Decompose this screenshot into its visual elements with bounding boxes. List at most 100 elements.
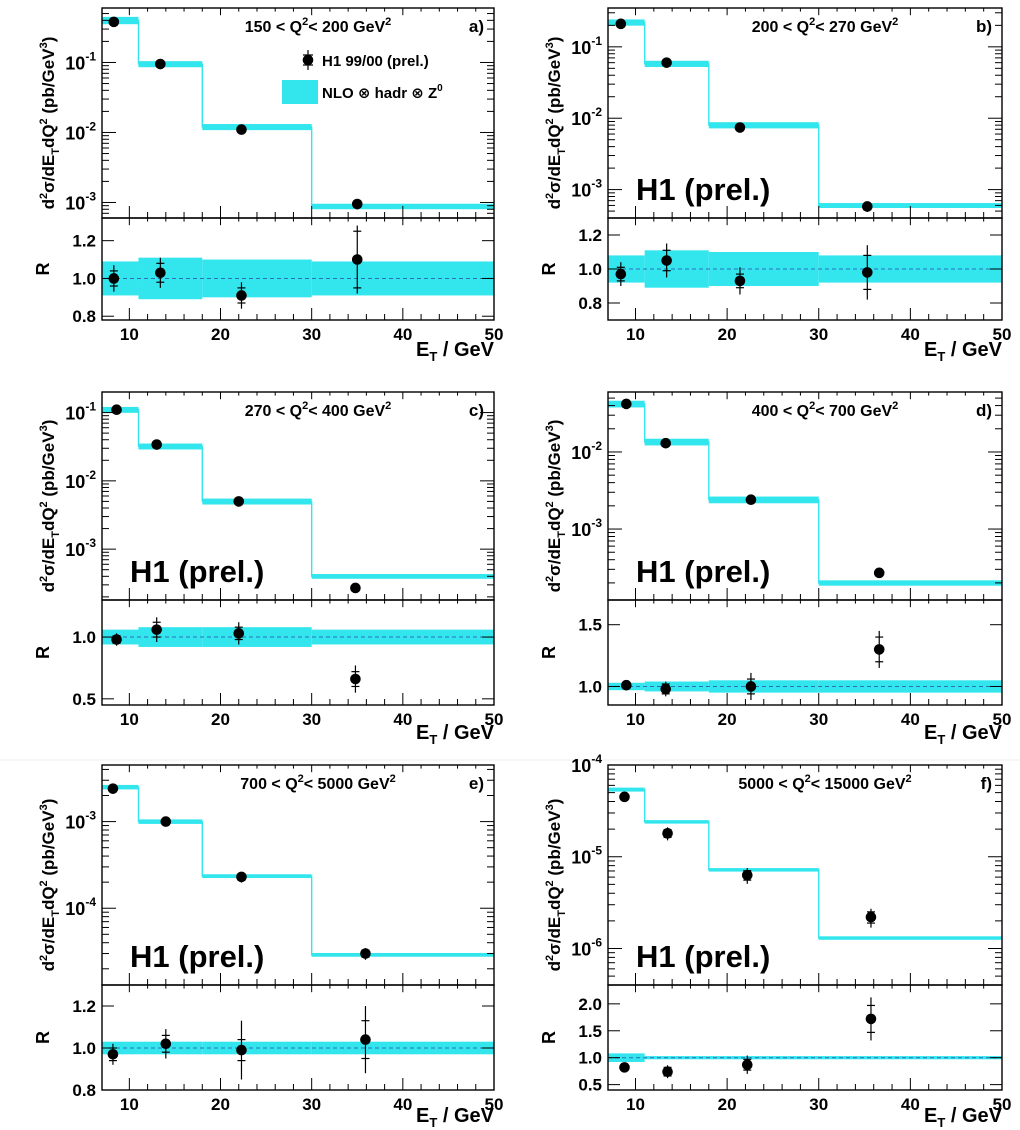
ratio-frame <box>101 217 495 321</box>
y-tick-exponent: -1 <box>85 49 96 63</box>
ratio-point <box>661 255 672 266</box>
y-tick-exponent: -3 <box>85 809 96 823</box>
ratio-point <box>155 267 166 279</box>
data-point <box>745 494 757 506</box>
ratio-frame <box>607 984 1003 1091</box>
ratio-y-tick-label: 1.5 <box>578 1022 602 1041</box>
data-point <box>236 124 247 135</box>
x-tick-label: 10 <box>626 710 645 729</box>
ratio-band <box>644 250 709 288</box>
h1-watermark: H1 (prel.) <box>636 172 770 207</box>
y-tick-label: 10-4 <box>571 752 602 776</box>
y-tick-exponent: -3 <box>85 189 96 203</box>
ratio-point <box>621 679 632 691</box>
data-point <box>155 58 166 70</box>
x-tick-label: 50 <box>993 710 1012 729</box>
ratio-y-axis-label: R <box>539 1031 559 1044</box>
x-tick-label: 20 <box>718 325 737 344</box>
ratio-point <box>360 1034 371 1045</box>
y-tick-base: 10 <box>65 540 85 560</box>
x-tick-label: 40 <box>901 325 920 344</box>
ratio-band <box>138 627 203 647</box>
x-tick-label: 10 <box>120 1095 139 1114</box>
ratio-y-tick-label: 0.5 <box>72 690 96 709</box>
data-point <box>107 783 119 794</box>
data-point <box>734 122 746 133</box>
panel-letter: f) <box>981 774 992 793</box>
x-axis-label: ET / GeV <box>416 1105 495 1130</box>
y-tick-label: 10-2 <box>571 105 602 129</box>
ratio-y-tick-label: 1.2 <box>578 226 602 245</box>
y-tick-label: 10-1 <box>65 400 96 424</box>
y-tick-base: 10 <box>571 520 591 540</box>
data-point <box>660 437 672 449</box>
data-point <box>233 496 245 507</box>
h1-watermark: H1 (prel.) <box>636 554 770 589</box>
x-tick-label: 40 <box>393 710 412 729</box>
theory-layer <box>102 16 494 210</box>
x-tick-label: 30 <box>302 710 321 729</box>
x-tick-label: 30 <box>302 325 321 344</box>
theory-histogram <box>102 409 494 578</box>
panel-title: 400 < Q2< 700 GeV2 <box>752 400 899 420</box>
panel-letter: c) <box>469 401 484 420</box>
ratio-point <box>233 628 245 639</box>
y-tick-base: 10 <box>571 443 591 463</box>
y-tick-label: 10-2 <box>571 439 602 463</box>
x-tick-label: 40 <box>901 1095 920 1114</box>
ratio-y-tick-label: 1.0 <box>72 628 96 647</box>
y-tick-label: 10-3 <box>65 809 96 833</box>
y-axis-label: d2σ/dETdQ2 (pb/GeV3) <box>38 799 62 972</box>
ratio-y-tick-label: 0.5 <box>578 1076 602 1095</box>
ratio-y-tick-label: 0.8 <box>72 1081 96 1100</box>
data-point <box>615 18 627 30</box>
ratio-point <box>873 644 885 655</box>
panel-title: 200 < Q2< 270 GeV2 <box>752 16 899 36</box>
ratio-y-axis-label: R <box>33 1031 53 1044</box>
ratio-y-tick-label: 0.8 <box>578 294 602 313</box>
y-tick-label: 10-1 <box>571 34 602 58</box>
data-point <box>236 871 247 883</box>
y-tick-exponent: -2 <box>85 468 96 482</box>
y-axis-label: d2σ/dETdQ2 (pb/GeV3) <box>38 420 62 593</box>
x-tick-label: 20 <box>718 1095 737 1114</box>
ratio-point <box>351 254 363 265</box>
x-tick-label: 50 <box>485 710 504 729</box>
ratio-point <box>660 683 672 695</box>
x-tick-label: 30 <box>809 325 828 344</box>
y-tick-label: 10-1 <box>65 49 96 73</box>
data-point <box>351 198 363 210</box>
theory-histogram <box>102 786 494 956</box>
y-tick-base: 10 <box>65 53 85 73</box>
x-tick-label: 20 <box>211 325 230 344</box>
y-tick-label: 10-2 <box>65 119 96 143</box>
y-tick-base: 10 <box>571 181 591 201</box>
y-tick-exponent: -2 <box>591 439 602 453</box>
x-tick-label: 20 <box>211 1095 230 1114</box>
y-tick-exponent: -6 <box>591 935 602 949</box>
x-axis-label: ET / GeV <box>924 722 1003 747</box>
x-tick-label: 50 <box>993 325 1012 344</box>
ratio-theory-layer <box>608 680 1002 693</box>
x-axis-label: ET / GeV <box>416 339 495 364</box>
panel-title: 700 < Q2< 5000 GeV2 <box>240 773 395 793</box>
x-tick-label: 40 <box>393 325 412 344</box>
h1-watermark: H1 (prel.) <box>636 939 770 974</box>
y-tick-label: 10-3 <box>571 516 602 540</box>
panel-title: 150 < Q2< 200 GeV2 <box>245 16 392 36</box>
ratio-point <box>662 1066 673 1077</box>
ratio-band <box>608 1053 645 1062</box>
ratio-y-axis-label: R <box>33 646 53 659</box>
y-tick-base: 10 <box>571 848 591 868</box>
ratio-band <box>138 257 203 300</box>
theory-layer <box>608 19 1002 209</box>
panel-title: 270 < Q2< 400 GeV2 <box>245 400 392 420</box>
ratio-point <box>160 1038 172 1050</box>
theory-layer <box>102 406 494 579</box>
y-tick-exponent: -1 <box>85 400 96 414</box>
